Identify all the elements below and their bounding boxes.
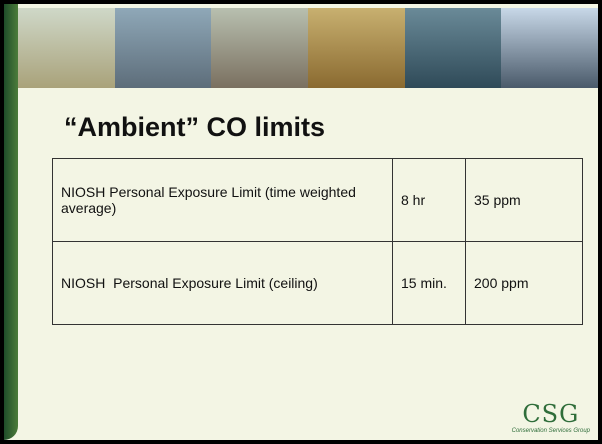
slide: “Ambient” CO limits NIOSH Personal Expos…: [4, 4, 598, 440]
cell: NIOSH Personal Exposure Limit (ceiling): [53, 242, 393, 325]
cell: NIOSH Personal Exposure Limit (time weig…: [53, 159, 393, 242]
cell: 200 ppm: [466, 242, 583, 325]
photo: [501, 8, 598, 88]
limits-table: NIOSH Personal Exposure Limit (time weig…: [52, 158, 583, 325]
logo-mark: CSG: [512, 400, 590, 428]
photo: [308, 8, 405, 88]
photo: [18, 8, 115, 88]
cell: 8 hr: [393, 159, 466, 242]
table-row: NIOSH Personal Exposure Limit (ceiling) …: [53, 242, 583, 325]
page: “Ambient” CO limits NIOSH Personal Expos…: [0, 0, 602, 444]
table-row: NIOSH Personal Exposure Limit (time weig…: [53, 159, 583, 242]
photo: [211, 8, 308, 88]
logo: CSG Conservation Services Group: [512, 400, 590, 434]
photo: [115, 8, 212, 88]
cell: 15 min.: [393, 242, 466, 325]
logo-caption: Conservation Services Group: [512, 428, 590, 434]
slide-title: “Ambient” CO limits: [64, 112, 325, 143]
photo-strip: [18, 8, 598, 88]
side-stripe: [4, 4, 18, 440]
cell: 35 ppm: [466, 159, 583, 242]
photo: [405, 8, 502, 88]
